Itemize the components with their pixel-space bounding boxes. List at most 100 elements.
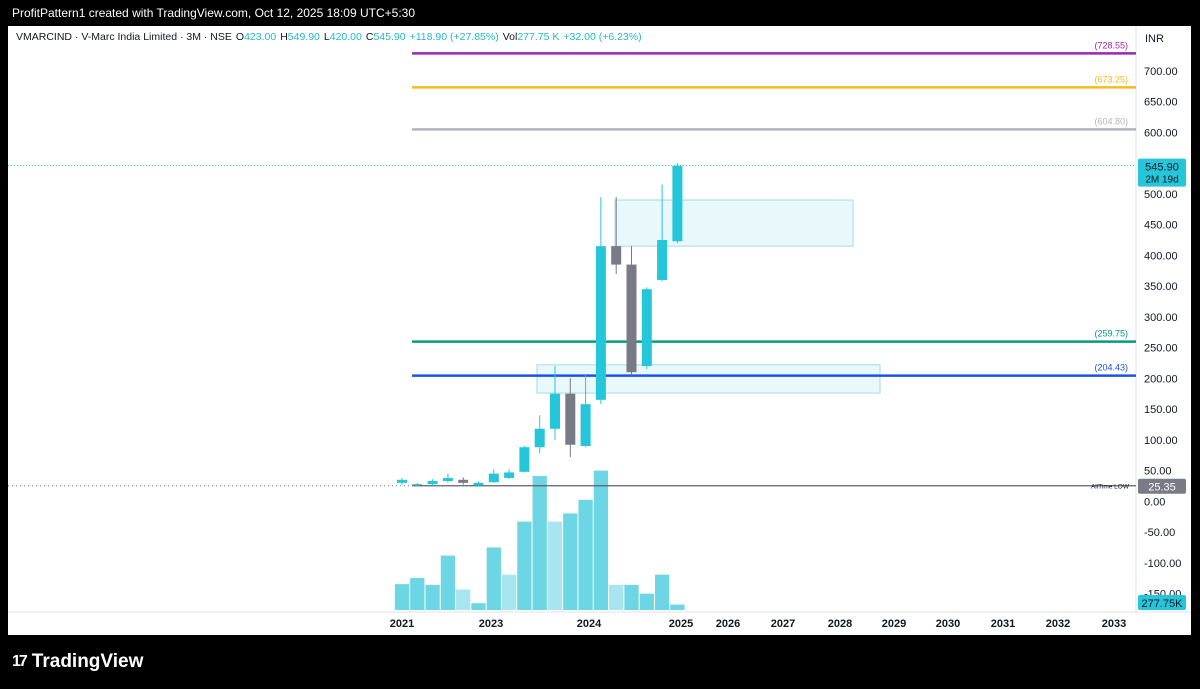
y-tick-label: 250.00 xyxy=(1144,343,1178,355)
volume-value: 277.75 K xyxy=(517,31,560,43)
volume-badge-box xyxy=(1138,595,1186,610)
high-label: H xyxy=(280,31,288,43)
y-tick-label: 150.00 xyxy=(1144,404,1178,416)
candle xyxy=(519,445,530,473)
candle-body xyxy=(565,393,576,445)
candle xyxy=(595,196,606,405)
volume-bar xyxy=(670,604,685,610)
high-value: 549.90 xyxy=(287,31,320,43)
candle-body xyxy=(580,404,591,446)
low-label: L xyxy=(323,31,330,43)
candle xyxy=(488,469,499,483)
support-zone xyxy=(536,364,881,394)
x-tick-label: 2033 xyxy=(1102,618,1126,630)
level-label: (673.25) xyxy=(1094,74,1128,84)
tradingview-logo[interactable]: 17 TradingView xyxy=(12,651,143,673)
volume-bar xyxy=(563,513,578,610)
y-tick-label: 450.00 xyxy=(1144,220,1178,232)
last-price-badge-text: 545.90 xyxy=(1145,162,1179,174)
candle xyxy=(550,366,560,440)
x-tick-label: 2031 xyxy=(991,618,1015,630)
level-label: (604.80) xyxy=(1094,116,1128,126)
volume-bar xyxy=(547,521,563,610)
x-tick-label: 2023 xyxy=(479,618,503,630)
price-chart[interactable]: (728.55) (673.25) (604.80) (259.75) (204.43)… xyxy=(8,26,1191,635)
volume-bar xyxy=(654,574,670,610)
candle-body xyxy=(458,479,469,483)
candle-body xyxy=(427,481,438,485)
open-value: 423.00 xyxy=(244,31,277,43)
level-label: (204.43) xyxy=(1094,363,1128,373)
x-tick-label: 2029 xyxy=(882,618,906,630)
volume-bar xyxy=(440,555,456,610)
ath-low-badge-text: 25.35 xyxy=(1148,482,1176,494)
volume-bar xyxy=(456,589,471,610)
candle xyxy=(427,479,438,486)
volume-bar xyxy=(394,584,410,610)
candle-body xyxy=(412,484,423,486)
symbol-name[interactable]: VMARCIND · V-Marc India Limited · 3M · N… xyxy=(16,31,232,43)
volume-bar xyxy=(578,499,593,610)
y-tick-label: 600.00 xyxy=(1144,127,1178,139)
volume-bar xyxy=(593,470,609,610)
candle-body xyxy=(473,482,484,486)
symbol-legend: VMARCIND · V-Marc India Limited · 3M · N… xyxy=(16,31,642,43)
volume-bar xyxy=(609,584,624,610)
y-tick-label: 500.00 xyxy=(1144,189,1178,201)
attribution-text: ProfitPattern1 created with TradingView.… xyxy=(12,6,416,20)
level-label: (259.75) xyxy=(1094,329,1128,339)
y-tick-label: -50.00 xyxy=(1144,527,1175,539)
candle-body xyxy=(397,479,407,483)
last-price-badge-box xyxy=(1138,158,1186,187)
tradingview-logo-icon: 17 xyxy=(12,653,28,670)
y-tick-label: 350.00 xyxy=(1144,281,1178,293)
close-label: C xyxy=(365,31,374,43)
x-tick-label: 2027 xyxy=(771,618,795,630)
y-tick-label: 700.00 xyxy=(1144,66,1178,78)
level-label: (728.55) xyxy=(1094,40,1128,50)
candle xyxy=(504,469,515,480)
candle xyxy=(611,196,622,274)
open-label: O xyxy=(235,31,245,43)
volume-badge-text: 277.75K xyxy=(1142,598,1184,610)
y-tick-label: 200.00 xyxy=(1144,373,1178,385)
support-zone xyxy=(614,199,854,247)
candle xyxy=(626,246,637,376)
x-tick-label: 2024 xyxy=(577,618,602,630)
y-tick-label: 400.00 xyxy=(1144,250,1178,262)
candle-body xyxy=(519,447,530,472)
currency-label: INR xyxy=(1145,33,1164,45)
candle xyxy=(580,375,591,448)
candle-body xyxy=(550,393,560,429)
brand-name: TradingView xyxy=(31,651,144,672)
candle-body xyxy=(626,264,637,373)
y-tick-label: 50.00 xyxy=(1144,466,1172,478)
candle xyxy=(657,184,668,282)
candle-body xyxy=(488,473,499,483)
volume-bar xyxy=(532,476,547,610)
candle xyxy=(397,477,407,485)
last-price-badge-sub: 2M 19d xyxy=(1145,175,1178,186)
change-value: +118.90 (+27.85%) xyxy=(409,31,499,43)
volume-change: +32.00 (+6.23%) xyxy=(563,31,642,43)
volume-bar xyxy=(471,603,486,610)
volume-bar xyxy=(517,521,532,610)
candle-body xyxy=(595,246,606,400)
x-tick-label: 2026 xyxy=(716,618,740,630)
candle xyxy=(672,163,683,244)
attribution-bar: ProfitPattern1 created with TradingView.… xyxy=(0,0,1200,26)
y-tick-label: 0.00 xyxy=(1144,496,1165,508)
x-tick-label: 2028 xyxy=(828,618,852,630)
volume-bar xyxy=(425,584,440,610)
x-tick-label: 2030 xyxy=(936,618,960,630)
chart-panel[interactable]: (728.55) (673.25) (604.80) (259.75) (204.43)… xyxy=(8,26,1191,635)
volume-label: Vol xyxy=(502,31,518,43)
volume-bar xyxy=(410,578,425,610)
y-tick-label: 300.00 xyxy=(1144,312,1178,324)
candle-body xyxy=(534,428,545,448)
footer: 17 TradingView xyxy=(0,635,1200,689)
candle xyxy=(442,473,453,483)
candle xyxy=(641,287,652,370)
y-tick-label: 650.00 xyxy=(1144,97,1178,109)
candle xyxy=(534,415,545,454)
